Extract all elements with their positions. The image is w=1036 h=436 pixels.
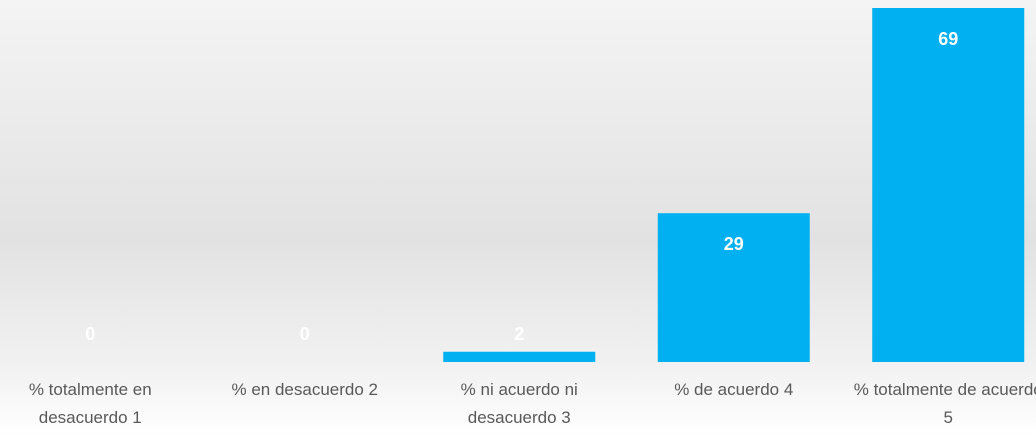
- value-label: 29: [724, 234, 744, 254]
- bar: [872, 8, 1025, 362]
- x-tick-label: % de acuerdo 4: [674, 380, 794, 399]
- x-tick-label: % totalmente de acuerdo 5: [853, 380, 1036, 427]
- x-tick-label: % totalmente en desacuerdo 1: [28, 380, 152, 427]
- value-label: 2: [514, 324, 524, 344]
- value-label: 0: [85, 324, 95, 344]
- value-label: 69: [938, 29, 958, 49]
- x-tick-label: % ni acuerdo ni desacuerdo 3: [460, 380, 578, 427]
- x-tick-label: % en desacuerdo 2: [231, 380, 379, 399]
- bar: [657, 213, 810, 362]
- bar: [443, 351, 596, 362]
- value-label: 0: [300, 324, 310, 344]
